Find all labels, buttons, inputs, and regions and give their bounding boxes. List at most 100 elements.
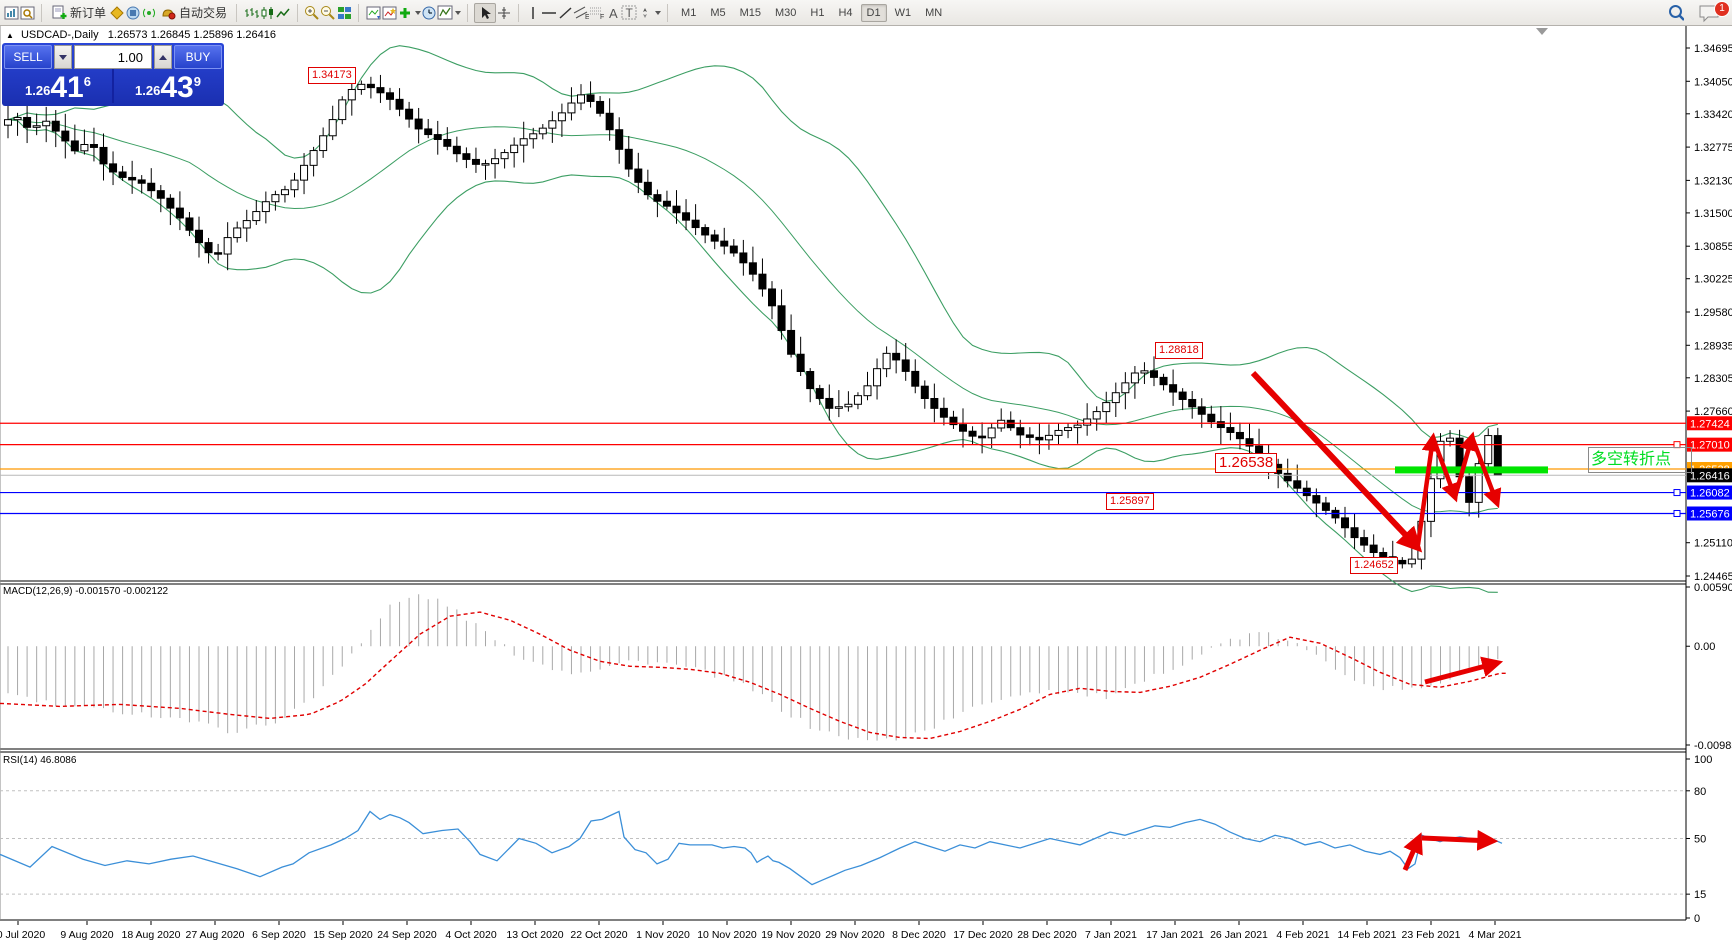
- price-tick-label: 1.30225: [1694, 274, 1732, 286]
- candle: [796, 353, 805, 372]
- candle: [1350, 527, 1359, 539]
- buy-price[interactable]: 1.26 43 9: [114, 69, 222, 103]
- date-label: 17 Jan 2021: [1146, 929, 1204, 941]
- divider: [41, 3, 42, 22]
- zoom-in-icon[interactable]: [304, 5, 320, 21]
- candle: [662, 200, 671, 207]
- search-icon[interactable]: [1668, 4, 1684, 21]
- metaeditor-icon[interactable]: [109, 5, 125, 21]
- candle: [424, 128, 433, 136]
- turning-point-annotation[interactable]: 多空转折点: [1588, 447, 1692, 473]
- candle: [1293, 480, 1302, 489]
- candle: [1321, 502, 1330, 511]
- timeframe-h4[interactable]: H4: [838, 6, 853, 19]
- candle: [280, 189, 289, 196]
- indicator-template-icon[interactable]: [381, 5, 397, 21]
- price-annotation-label[interactable]: 1.24652: [1350, 557, 1398, 574]
- candle: [567, 102, 576, 114]
- collapse-triangle-icon[interactable]: ▲: [6, 31, 14, 40]
- autotrading-button[interactable]: 自动交易: [157, 2, 230, 23]
- candle: [1398, 559, 1407, 565]
- timeframe-m5[interactable]: M5: [710, 6, 726, 19]
- text-tool-icon[interactable]: A: [605, 5, 621, 21]
- timeframe-mn[interactable]: MN: [925, 6, 943, 19]
- vertical-line-icon[interactable]: [525, 5, 541, 21]
- candle: [1092, 411, 1101, 420]
- fibonacci-icon[interactable]: F: [589, 5, 605, 21]
- arrows-tool-icon[interactable]: [637, 5, 653, 21]
- volume-input[interactable]: 1.00: [74, 45, 152, 69]
- candle: [233, 227, 242, 239]
- sell-price-sup: 6: [83, 74, 91, 89]
- tile-windows-icon[interactable]: [336, 5, 352, 21]
- price-annotation-label[interactable]: 1.26538: [1215, 453, 1278, 473]
- price-annotation-label[interactable]: 1.25897: [1106, 493, 1154, 510]
- candle: [223, 237, 232, 255]
- timeframe-w1[interactable]: W1: [894, 6, 912, 19]
- rsi-up-arrow: [1402, 832, 1423, 872]
- new-chart-icon[interactable]: [3, 5, 19, 21]
- buy-button[interactable]: BUY: [174, 45, 222, 69]
- crosshair-icon[interactable]: [496, 5, 512, 21]
- candle: [70, 140, 79, 152]
- date-label: 14 Feb 2021: [1338, 929, 1397, 941]
- buy-price-big: 43: [160, 71, 194, 104]
- candle: [61, 130, 70, 142]
- line-chart-icon[interactable]: [275, 5, 291, 21]
- cursor-tool-button[interactable]: [474, 2, 497, 23]
- price-annotation-label[interactable]: 1.34173: [308, 67, 356, 84]
- candle: [357, 83, 366, 91]
- timeframe-m1[interactable]: M1: [681, 6, 697, 19]
- candle: [386, 92, 394, 100]
- sell-price[interactable]: 1.26 41 6: [4, 69, 112, 103]
- candle: [691, 219, 700, 229]
- new-order-button[interactable]: 新订单: [48, 2, 109, 23]
- add-indicator-dropdown-icon[interactable]: [415, 10, 422, 15]
- signals-icon[interactable]: [141, 5, 157, 21]
- candle: [1169, 384, 1178, 393]
- date-label: 19 Nov 2020: [761, 929, 821, 941]
- bar-chart-icon[interactable]: [243, 5, 259, 21]
- macd-tick-label: -0.009851: [1694, 740, 1732, 752]
- clock-icon[interactable]: [421, 5, 437, 21]
- zoom-out-icon[interactable]: [320, 5, 336, 21]
- candle: [768, 288, 776, 307]
- candle: [290, 179, 299, 191]
- terminal-icon[interactable]: [125, 5, 141, 21]
- timeframe-m15[interactable]: M15: [739, 6, 761, 19]
- arrows-dropdown-icon[interactable]: [655, 10, 662, 15]
- candle: [166, 197, 175, 209]
- equidistant-channel-icon[interactable]: E: [573, 5, 589, 21]
- candle: [395, 98, 404, 110]
- candle: [1035, 436, 1044, 441]
- add-indicator-icon[interactable]: [397, 5, 413, 21]
- candle: [911, 370, 920, 387]
- sell-button[interactable]: SELL: [4, 45, 52, 69]
- text-label-icon[interactable]: T: [621, 5, 637, 21]
- notification-badge[interactable]: 1: [1714, 0, 1730, 17]
- indicator-window-icon[interactable]: [365, 5, 381, 21]
- candle: [643, 181, 652, 196]
- indicator-list-icon[interactable]: [437, 5, 453, 21]
- candle: [1044, 434, 1053, 441]
- candle: [366, 83, 375, 89]
- timeframe-h1[interactable]: H1: [810, 6, 825, 19]
- candle: [252, 211, 261, 222]
- profiles-icon[interactable]: [19, 5, 35, 21]
- timeframe-m30[interactable]: M30: [775, 6, 797, 19]
- volume-down-button[interactable]: [54, 45, 72, 69]
- timeframe-d1[interactable]: D1: [860, 3, 887, 22]
- chart-shift-marker: [1536, 28, 1548, 35]
- indicator-list-dropdown-icon[interactable]: [455, 10, 462, 15]
- volume-up-button[interactable]: [154, 45, 172, 69]
- date-label: 4 Feb 2021: [1276, 929, 1329, 941]
- trendline-icon[interactable]: [557, 5, 573, 21]
- horizontal-line-icon[interactable]: [541, 5, 557, 21]
- candle: [1025, 434, 1034, 438]
- line-handle: [1673, 489, 1681, 497]
- candle: [156, 190, 165, 199]
- price-annotation-label[interactable]: 1.28818: [1155, 342, 1203, 359]
- candlestick-icon[interactable]: [259, 5, 275, 21]
- price-tag: [1687, 468, 1732, 483]
